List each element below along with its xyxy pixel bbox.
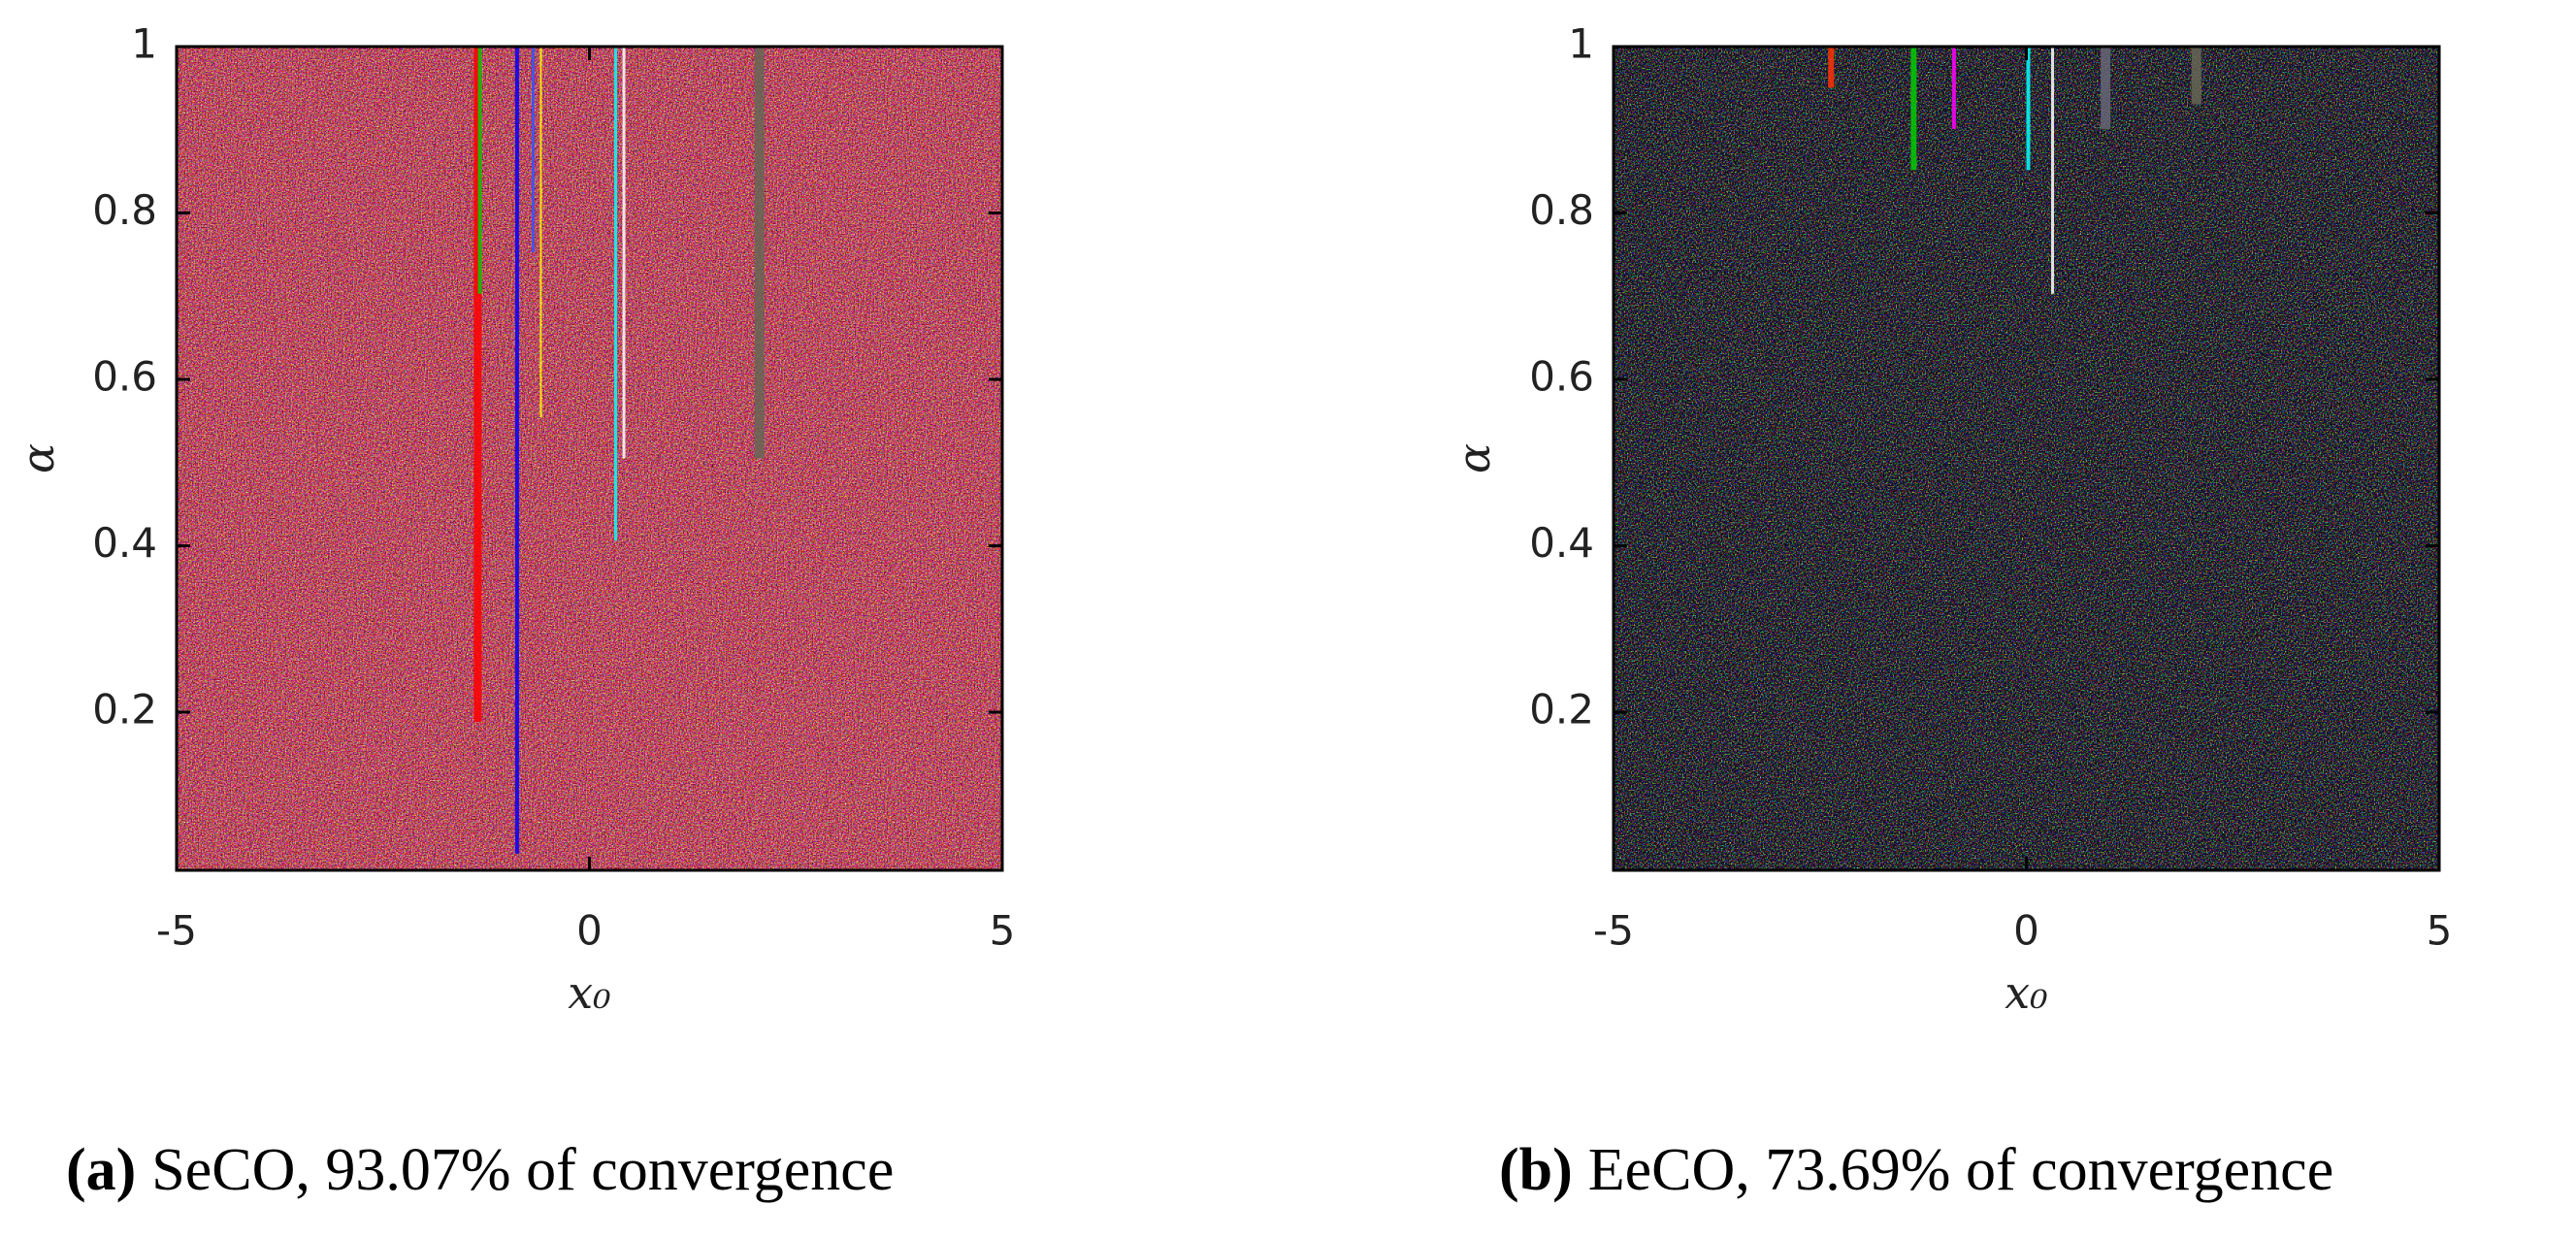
y-tick-label: 0.4 <box>92 519 157 567</box>
caption-text: EeCO, 73.69% of convergence <box>1588 1137 2333 1203</box>
stripe <box>614 47 618 541</box>
x-axis-label: x₀ <box>568 966 610 1019</box>
y-tick-label: 0.2 <box>1529 686 1594 734</box>
basin-image <box>177 47 1002 870</box>
y-axis-label: α <box>12 443 64 473</box>
x-tick-label: 5 <box>990 907 1016 955</box>
stripe <box>473 47 482 723</box>
stripe <box>2026 47 2031 171</box>
caption-label: (a) <box>66 1137 136 1203</box>
y-tick-label: 0.4 <box>1529 519 1594 567</box>
y-tick-label: 1 <box>131 20 157 68</box>
x-axis-label: x₀ <box>2005 966 2047 1019</box>
y-tick-label: 0.6 <box>1529 353 1594 401</box>
stripe <box>1951 47 1956 129</box>
stripe <box>2051 47 2055 294</box>
y-tick-label: 0.8 <box>92 186 157 234</box>
stripe <box>1828 47 1835 88</box>
stripe <box>539 47 542 418</box>
stripe <box>514 47 519 855</box>
caption-label: (b) <box>1499 1137 1573 1203</box>
stripe <box>754 47 765 459</box>
y-tick-label: 0.2 <box>92 686 157 734</box>
x-tick-label: -5 <box>156 907 197 955</box>
stripe <box>477 47 482 294</box>
caption: (a) SeCO, 93.07% of convergence <box>66 1137 894 1203</box>
basin-image <box>1614 47 2439 870</box>
stripe <box>622 47 626 459</box>
panel: -5 0 5 0.2 0.4 0.6 0.8 1 x₀ α (a) SeCO, 93.07% of c… <box>12 20 1015 1204</box>
caption-text: SeCO, 93.07% of convergence <box>151 1137 894 1203</box>
stripe <box>1910 47 1917 171</box>
y-axis-label: α <box>1448 443 1500 473</box>
stripe <box>2191 47 2201 105</box>
caption: (b) EeCO, 73.69% of convergence <box>1499 1137 2333 1203</box>
stripe <box>2101 47 2111 129</box>
y-tick-label: 0.6 <box>92 353 157 401</box>
stripe <box>531 47 535 253</box>
x-tick-label: 0 <box>2013 907 2039 955</box>
y-tick-label: 0.8 <box>1529 186 1594 234</box>
x-tick-label: 0 <box>576 907 603 955</box>
y-tick-label: 1 <box>1568 20 1594 68</box>
x-tick-label: 5 <box>2427 907 2453 955</box>
x-tick-label: -5 <box>1593 907 1634 955</box>
panel: -5 0 5 0.2 0.4 0.6 0.8 1 x₀ α (b) EeCO, 73.69% of c… <box>1448 20 2452 1204</box>
